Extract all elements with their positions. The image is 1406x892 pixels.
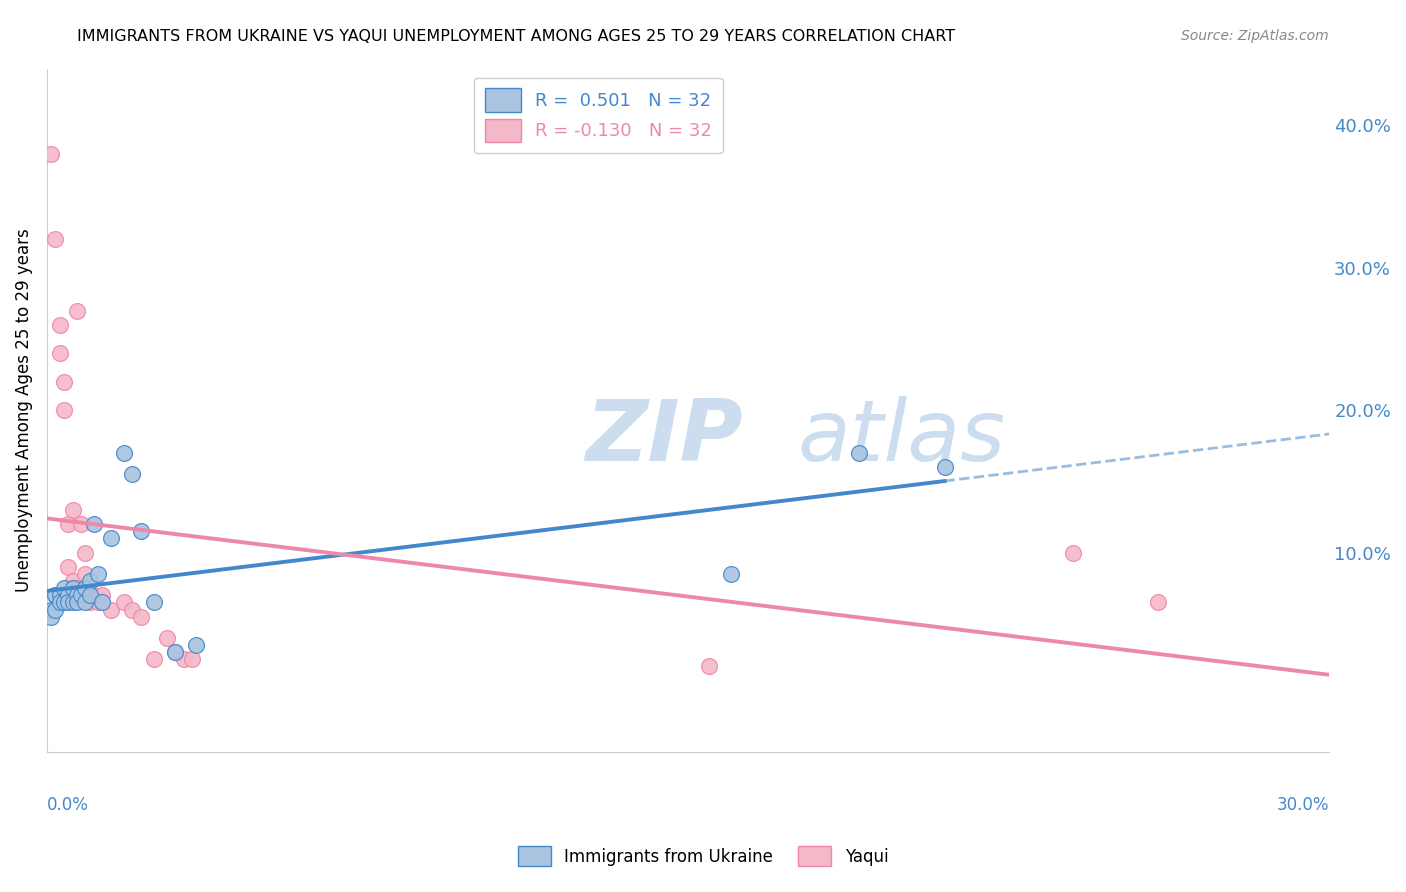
Point xyxy=(91,588,114,602)
Point xyxy=(62,503,84,517)
Point xyxy=(79,574,101,588)
Y-axis label: Unemployment Among Ages 25 to 29 years: Unemployment Among Ages 25 to 29 years xyxy=(15,228,32,592)
Point xyxy=(66,303,89,318)
Text: Source: ZipAtlas.com: Source: ZipAtlas.com xyxy=(1181,29,1329,43)
Point xyxy=(53,403,76,417)
Legend: Immigrants from Ukraine, Yaqui: Immigrants from Ukraine, Yaqui xyxy=(510,839,896,873)
Point xyxy=(58,517,80,532)
Point xyxy=(53,595,76,609)
Point xyxy=(1062,545,1084,559)
Point xyxy=(66,595,89,609)
Point xyxy=(75,566,97,581)
Point xyxy=(100,602,122,616)
Point xyxy=(165,645,187,659)
Point xyxy=(44,602,66,616)
Point xyxy=(699,659,721,673)
Point xyxy=(173,652,195,666)
Point xyxy=(142,595,165,609)
Point xyxy=(48,595,70,609)
Point xyxy=(848,446,870,460)
Point xyxy=(83,588,105,602)
Point xyxy=(48,346,70,360)
Text: atlas: atlas xyxy=(797,396,1005,479)
Point xyxy=(58,595,80,609)
Point xyxy=(79,595,101,609)
Point xyxy=(53,375,76,389)
Point xyxy=(121,467,143,482)
Point xyxy=(83,517,105,532)
Point xyxy=(66,588,89,602)
Point xyxy=(121,602,143,616)
Point xyxy=(181,652,204,666)
Point xyxy=(44,232,66,246)
Point xyxy=(75,545,97,559)
Point xyxy=(129,524,152,539)
Text: 30.0%: 30.0% xyxy=(1277,797,1329,814)
Point xyxy=(142,652,165,666)
Point xyxy=(91,595,114,609)
Point xyxy=(39,609,62,624)
Point xyxy=(1147,595,1170,609)
Point xyxy=(934,460,956,475)
Point xyxy=(66,581,89,595)
Text: IMMIGRANTS FROM UKRAINE VS YAQUI UNEMPLOYMENT AMONG AGES 25 TO 29 YEARS CORRELAT: IMMIGRANTS FROM UKRAINE VS YAQUI UNEMPLO… xyxy=(77,29,956,44)
Point xyxy=(75,581,97,595)
Point xyxy=(165,645,187,659)
Legend: R =  0.501   N = 32, R = -0.130   N = 32: R = 0.501 N = 32, R = -0.130 N = 32 xyxy=(474,78,723,153)
Point xyxy=(70,588,93,602)
Point xyxy=(112,595,135,609)
Text: 0.0%: 0.0% xyxy=(46,797,89,814)
Point xyxy=(79,588,101,602)
Point xyxy=(62,595,84,609)
Point xyxy=(58,559,80,574)
Point xyxy=(129,609,152,624)
Point xyxy=(70,517,93,532)
Point xyxy=(720,566,742,581)
Point xyxy=(39,602,62,616)
Point xyxy=(48,588,70,602)
Point xyxy=(100,532,122,546)
Point xyxy=(87,595,110,609)
Text: ZIP: ZIP xyxy=(585,396,744,479)
Point xyxy=(39,147,62,161)
Point xyxy=(75,595,97,609)
Point xyxy=(62,581,84,595)
Point xyxy=(155,631,177,645)
Point xyxy=(44,588,66,602)
Point xyxy=(62,574,84,588)
Point xyxy=(44,588,66,602)
Point xyxy=(186,638,208,652)
Point xyxy=(58,588,80,602)
Point xyxy=(87,566,110,581)
Point xyxy=(112,446,135,460)
Point xyxy=(53,581,76,595)
Point xyxy=(48,318,70,332)
